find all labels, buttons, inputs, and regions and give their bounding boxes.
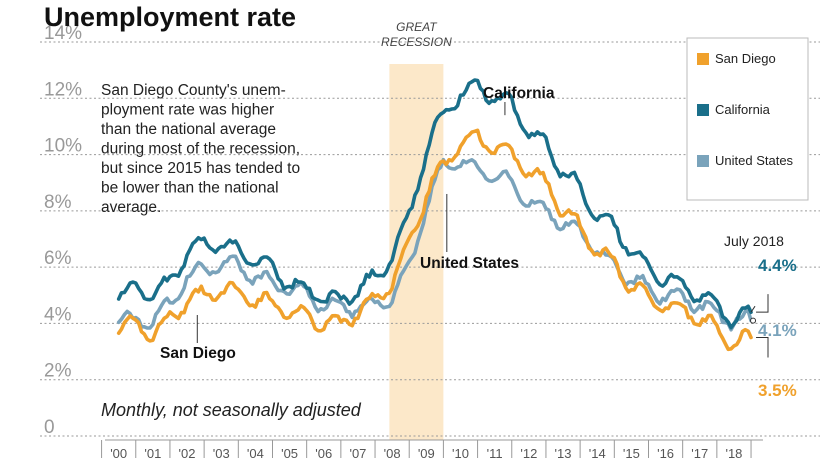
x-tick-label: '01 <box>144 446 161 461</box>
description-line: be lower than the national <box>101 180 279 197</box>
x-tick-label: '06 <box>315 446 332 461</box>
x-tick-label: '17 <box>691 446 708 461</box>
y-axis: 0 2% 4% 6% 8% 10% 12% 14% <box>44 23 82 438</box>
y-tick-label: 8% <box>44 192 72 213</box>
x-tick-label: '15 <box>623 446 640 461</box>
san-diego-end-bracket <box>756 337 769 358</box>
x-tick-label: '08 <box>384 446 401 461</box>
united-states-inline-label: United States <box>420 255 519 272</box>
california-end-bracket <box>756 294 769 313</box>
y-tick-label: 2% <box>44 361 72 382</box>
x-tick-label: '09 <box>418 446 435 461</box>
description-line: average. <box>101 199 161 216</box>
y-tick-label: 10% <box>44 136 82 157</box>
y-tick-label: 12% <box>44 79 82 100</box>
recession-label-line: GREAT <box>396 20 438 34</box>
united-states-end-value: 4.1% <box>758 321 797 340</box>
series-line-san-diego <box>116 128 753 352</box>
california-inline-label: California <box>483 85 555 102</box>
chart-note: Monthly, not seasonally adjusted <box>101 400 362 420</box>
series-line-united-states <box>116 157 753 332</box>
description-line: San Diego County's unem- <box>101 82 286 99</box>
y-tick-label: 4% <box>44 304 72 325</box>
california-end-value: 4.4% <box>758 256 797 275</box>
legend-label: United States <box>715 153 794 168</box>
x-tick-label: '12 <box>520 446 537 461</box>
san-diego-inline-label: San Diego <box>160 345 236 362</box>
description-line: ployment rate was higher <box>101 102 274 119</box>
description-line: during most of the recession, <box>101 141 300 158</box>
legend-swatch <box>697 155 709 167</box>
x-tick-label: '18 <box>725 446 742 461</box>
recession-label-line: RECESSION <box>381 35 452 49</box>
legend: San Diego California United States <box>686 37 809 201</box>
x-tick-label: '00 <box>110 446 127 461</box>
legend-swatch <box>697 53 709 65</box>
y-tick-label: 14% <box>44 23 82 44</box>
series-lines <box>116 78 753 352</box>
end-leader <box>750 305 756 313</box>
x-tick-label: '16 <box>657 446 674 461</box>
y-tick-label: 0 <box>44 417 55 438</box>
end-date-label: July 2018 <box>724 233 784 249</box>
x-tick-label: '02 <box>179 446 196 461</box>
description-line: but since 2015 has tended to <box>101 160 300 177</box>
x-tick-label: '13 <box>555 446 572 461</box>
x-tick-label: '03 <box>213 446 230 461</box>
x-tick-label: '14 <box>589 446 606 461</box>
x-axis: '00 '01 '02 '03 '04 '05 '06 '07 '08 '09 '10 '11 '12 '… <box>101 439 763 461</box>
x-tick-label: '07 <box>349 446 366 461</box>
description-line: than the national average <box>101 121 276 138</box>
x-tick-label: '04 <box>247 446 264 461</box>
legend-label: San Diego <box>715 51 776 66</box>
chart-title: Unemployment rate <box>44 2 296 32</box>
legend-label: California <box>715 102 771 117</box>
united-states-end-marker <box>750 317 757 324</box>
legend-swatch <box>697 104 709 116</box>
series-line-california <box>116 78 753 330</box>
y-tick-label: 6% <box>44 248 72 269</box>
x-tick-label: '05 <box>281 446 298 461</box>
san-diego-end-value: 3.5% <box>758 381 797 400</box>
x-tick-label: '11 <box>487 446 503 461</box>
x-tick-label: '10 <box>452 446 469 461</box>
